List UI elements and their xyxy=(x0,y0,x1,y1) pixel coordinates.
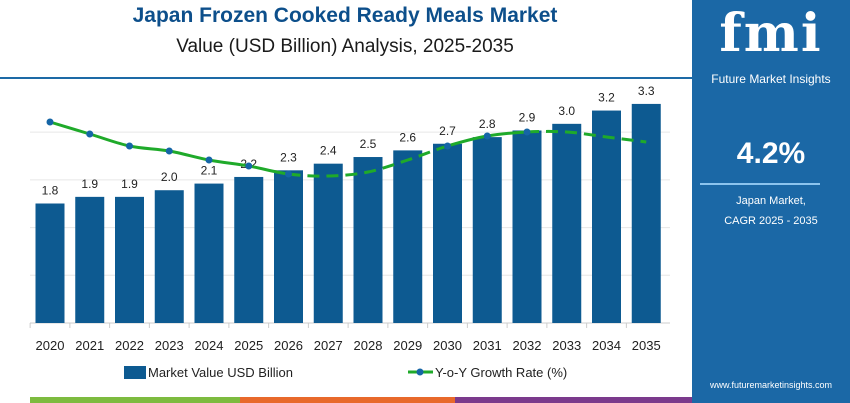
bar-label-2030: 2.7 xyxy=(439,124,456,138)
growth-point-2023 xyxy=(165,147,173,155)
bar-2020 xyxy=(35,203,65,323)
bar-label-2020: 1.8 xyxy=(42,184,59,198)
legend-line-marker xyxy=(416,368,424,376)
bar-2035 xyxy=(631,103,661,324)
growth-point-2030 xyxy=(444,142,451,150)
x-tick-label-2032: 2032 xyxy=(513,338,542,353)
website-url[interactable]: www.futuremarketinsights.com xyxy=(709,380,833,390)
bar-label-2035: 3.3 xyxy=(638,84,655,98)
logo-subtitle: Future Market Insights xyxy=(711,72,831,86)
x-tick-label-2035: 2035 xyxy=(632,338,661,353)
growth-line-segment xyxy=(526,129,647,144)
legend-line-label: Y-o-Y Growth Rate (%) xyxy=(435,365,567,380)
chart-area: 1.820201.920211.920222.020232.120242.220… xyxy=(29,84,670,380)
logo-mark: fmi xyxy=(719,3,823,64)
bar-2028 xyxy=(353,157,383,323)
bottom-stripe-orange xyxy=(240,397,455,403)
bar-2027 xyxy=(313,163,343,323)
x-tick-label-2028: 2028 xyxy=(354,338,383,353)
legend-bar-swatch xyxy=(124,366,146,379)
growth-point-2031 xyxy=(483,132,491,140)
bar-label-2032: 2.9 xyxy=(519,110,536,124)
bar-2031 xyxy=(472,137,502,323)
bar-2030 xyxy=(433,143,462,323)
bar-label-2033: 3.0 xyxy=(558,104,575,118)
bar-2025 xyxy=(234,176,264,323)
growth-point-2025 xyxy=(245,162,253,170)
bar-2033 xyxy=(552,123,582,323)
bar-label-2027: 2.4 xyxy=(320,144,337,158)
x-tick-label-2027: 2027 xyxy=(314,338,343,353)
x-tick-label-2023: 2023 xyxy=(155,338,184,353)
bar-label-2021: 1.9 xyxy=(81,177,98,191)
growth-line-segment xyxy=(288,144,448,178)
growth-point-2024 xyxy=(205,156,213,164)
bar-label-2026: 2.3 xyxy=(280,150,297,164)
growth-point-2026 xyxy=(285,170,292,178)
growth-point-2021 xyxy=(86,130,94,138)
x-tick-label-2031: 2031 xyxy=(473,338,502,353)
fmi-logo: fmi Future Market Insights xyxy=(702,2,840,90)
x-tick-label-2024: 2024 xyxy=(195,338,224,353)
chart-subtitle: Value (USD Billion) Analysis, 2025-2035 xyxy=(176,36,514,57)
chart-title: Japan Frozen Cooked Ready Meals Market xyxy=(132,4,558,27)
bar-2032 xyxy=(512,130,542,323)
growth-point-2032 xyxy=(523,128,531,136)
side-panel: fmi Future Market Insights 4.2% Japan Ma… xyxy=(692,0,850,403)
cagr-label-market: Japan Market, xyxy=(736,195,806,207)
x-tick-label-2029: 2029 xyxy=(393,338,422,353)
x-tick-label-2034: 2034 xyxy=(592,338,621,353)
bar-2034 xyxy=(592,110,621,323)
x-tick-label-2030: 2030 xyxy=(433,338,462,353)
legend-bar-label: Market Value USD Billion xyxy=(148,365,293,380)
bar-label-2031: 2.8 xyxy=(479,117,496,131)
growth-point-2022 xyxy=(126,142,133,150)
bar-label-2034: 3.2 xyxy=(598,91,615,105)
x-tick-label-2026: 2026 xyxy=(274,338,303,353)
bar-label-2029: 2.6 xyxy=(399,130,416,144)
bar-2021 xyxy=(75,196,105,323)
bar-label-2024: 2.1 xyxy=(201,164,218,178)
growth-point-2020 xyxy=(46,118,54,126)
cagr-value: 4.2% xyxy=(736,137,806,170)
x-tick-label-2033: 2033 xyxy=(552,338,581,353)
bottom-stripe-purple xyxy=(455,397,692,403)
cagr-divider xyxy=(700,183,820,185)
cagr-label-period: CAGR 2025 - 2035 xyxy=(724,215,818,227)
bar-label-2028: 2.5 xyxy=(360,137,377,151)
x-tick-label-2022: 2022 xyxy=(115,338,144,353)
bar-2026 xyxy=(274,170,303,323)
bar-label-2022: 1.9 xyxy=(121,177,138,191)
x-tick-label-2025: 2025 xyxy=(234,338,263,353)
bar-2029 xyxy=(393,150,423,323)
bottom-stripe-green xyxy=(30,397,240,403)
bar-label-2023: 2.0 xyxy=(161,170,178,184)
x-tick-label-2021: 2021 xyxy=(75,338,104,353)
bar-2022 xyxy=(115,196,144,323)
bar-2023 xyxy=(154,190,184,323)
bar-2024 xyxy=(194,183,224,323)
title-divider xyxy=(0,77,692,79)
x-tick-label-2020: 2020 xyxy=(36,338,65,353)
